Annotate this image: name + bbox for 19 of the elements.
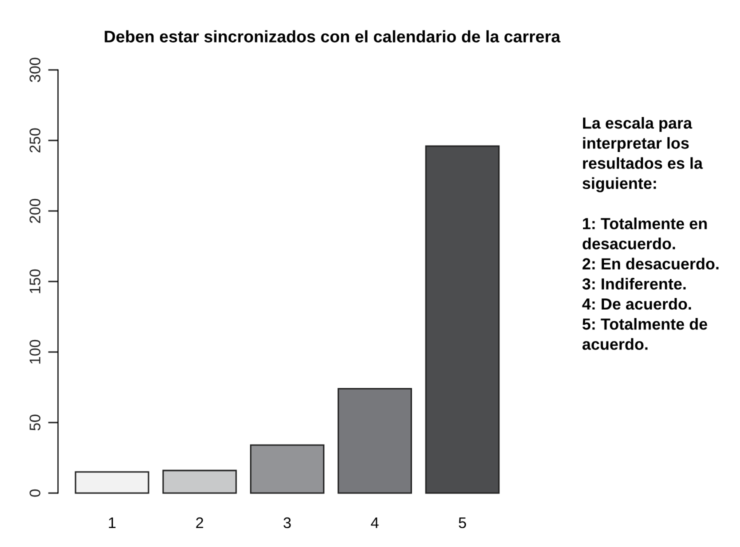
x-tick-label: 4 [370, 518, 379, 528]
y-tick-label: 250 [30, 128, 40, 152]
x-tick-label: 2 [196, 517, 204, 528]
y-tick-label: 150 [30, 269, 40, 294]
x-tick-label: 1 [108, 518, 116, 528]
bar [338, 388, 412, 494]
x-tick-label: 5 [458, 518, 466, 528]
y-tick-label: 100 [30, 340, 40, 364]
y-tick-label: 300 [30, 58, 40, 82]
y-tick-label: 0 [30, 489, 40, 497]
bar [250, 444, 324, 494]
y-tick-label: 50 [30, 414, 40, 430]
x-tick-label: 3 [284, 517, 291, 528]
chart-title: Deben estar sincronizados con el calendario de la carrera [104, 30, 560, 42]
bar [162, 470, 237, 494]
bar [74, 471, 150, 494]
y-tick-label: 200 [30, 198, 40, 223]
text: La escala para interpretar los resultados es la siguiente: 1: Totalmente en desacuerdo. 2: En desacuerdo. 3: Indiferente. 4: De acuerdo. 5: Totalmente de acuerdo. [582, 117, 718, 350]
bar [425, 145, 500, 494]
